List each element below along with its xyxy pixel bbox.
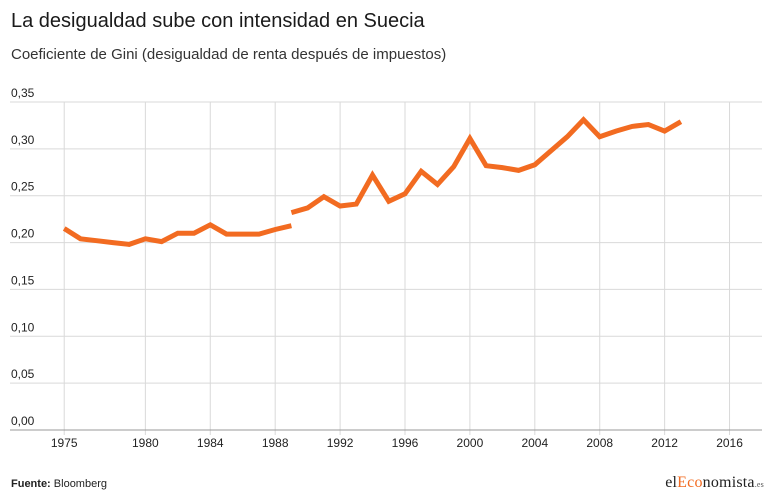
y-tick-label: 0,30 xyxy=(11,133,35,147)
y-tick-label: 0,10 xyxy=(11,320,35,334)
y-tick-label: 0,15 xyxy=(11,273,35,287)
source-label: Fuente: xyxy=(11,478,51,490)
x-tick-label: 2004 xyxy=(521,436,548,450)
y-tick-label: 0,20 xyxy=(11,227,35,241)
chart-title: La desigualdad sube con intensidad en Su… xyxy=(11,10,425,32)
brand-logo-highlight: Eco xyxy=(677,474,703,491)
x-tick-label: 1992 xyxy=(327,436,354,450)
x-axis-tick-labels: 1975 1980 1984 1988 1992 1996 2000 2004 2008 2012… xyxy=(51,436,743,450)
series-line-2 xyxy=(290,116,683,216)
x-tick-label: 1975 xyxy=(51,436,78,450)
y-tick-label: 0,25 xyxy=(11,180,35,194)
brand-logo: elEconomista.es xyxy=(665,474,764,492)
y-tick-label: 0,00 xyxy=(11,414,35,428)
vertical-gridlines xyxy=(63,102,731,435)
x-tick-label: 1984 xyxy=(197,436,224,450)
series-line-1 xyxy=(62,221,292,247)
y-axis-tick-labels: 0,00 0,05 0,10 0,15 0,20 0,25 0,30 0,35 xyxy=(11,86,35,428)
brand-logo-post: nomista xyxy=(702,474,755,491)
x-tick-label: 1988 xyxy=(262,436,289,450)
x-tick-label: 2008 xyxy=(586,436,613,450)
chart-subtitle: Coeficiente de Gini (desigualdad de rent… xyxy=(11,46,447,63)
x-tick-label: 2016 xyxy=(716,436,743,450)
brand-logo-pre: el xyxy=(665,474,678,491)
source-note: Fuente: Bloomberg xyxy=(11,478,107,490)
x-tick-label: 2012 xyxy=(651,436,678,450)
gini-line-chart: 0,00 0,05 0,10 0,15 0,20 0,25 0,30 0,35 1975 198… xyxy=(10,86,762,450)
x-tick-label: 1996 xyxy=(392,436,419,450)
y-tick-label: 0,05 xyxy=(11,367,35,381)
x-tick-label: 2000 xyxy=(457,436,484,450)
y-tick-label: 0,35 xyxy=(11,86,35,100)
brand-logo-tld: .es xyxy=(754,480,764,489)
source-value: Bloomberg xyxy=(50,478,107,490)
x-tick-label: 1980 xyxy=(132,436,159,450)
horizontal-gridlines xyxy=(10,101,762,431)
series-lines xyxy=(62,116,683,247)
